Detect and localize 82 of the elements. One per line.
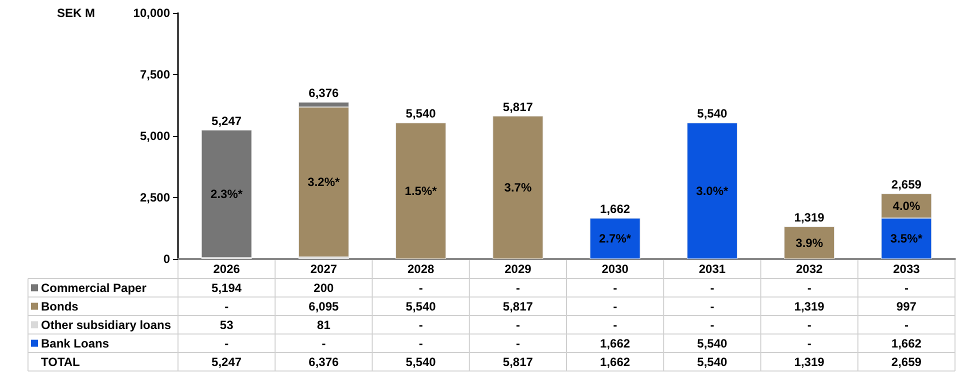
total-label: 1,319: [794, 210, 825, 225]
y-axis-title: SEK M: [57, 6, 96, 20]
x-tick-label: 2031: [698, 262, 726, 276]
text: 1,662: [600, 354, 630, 369]
y-tick-label: 5,000: [140, 129, 170, 143]
data-label: 200: [314, 280, 334, 295]
x-tick-label: 2030: [602, 262, 629, 276]
text: -: [516, 336, 520, 350]
x-tick-label: 2026: [213, 262, 240, 276]
y-tick-label: 10,000: [133, 6, 170, 20]
text: 2,659: [891, 354, 922, 369]
data-label: 997: [896, 299, 917, 314]
text: -: [322, 336, 326, 350]
text: -: [613, 318, 618, 332]
y-tick-label: 7,500: [140, 68, 170, 82]
y-tick-label: 0: [163, 252, 170, 266]
annotation: 1.5%*: [404, 184, 438, 198]
legend-label: Bonds: [41, 299, 79, 314]
annotation: 2.3%*: [210, 186, 243, 201]
text: -: [516, 280, 520, 295]
text: 6,376: [308, 354, 339, 369]
data-label: 5,194: [212, 280, 242, 295]
data-label: 5,540: [697, 336, 728, 350]
text: -: [904, 280, 908, 295]
text: 5,540: [406, 354, 436, 369]
bar: [201, 130, 252, 258]
annotation: 3.9%: [796, 236, 824, 250]
data-label: 1,662: [891, 336, 922, 350]
x-tick-label: 2033: [893, 262, 920, 276]
data-label: 6,095: [308, 299, 340, 314]
text: -: [613, 280, 618, 295]
total-label: 5,540: [697, 106, 728, 121]
bar: [686, 122, 738, 259]
annotation: 2.7%*: [599, 232, 632, 246]
annotation: 4.0%: [892, 198, 920, 213]
total-label: 1,662: [600, 202, 630, 216]
annotation: 3.7%: [504, 180, 532, 194]
text: -: [224, 299, 229, 314]
legend-label: Other subsidiary loans: [41, 318, 172, 332]
text: -: [710, 318, 714, 332]
bar: [784, 226, 835, 259]
total-label: 2,659: [891, 178, 922, 192]
text: 5,247: [212, 354, 242, 369]
data-label: 81: [317, 318, 331, 332]
data-label: 53: [220, 318, 234, 332]
text: -: [224, 336, 229, 350]
total-label: 5,540: [406, 106, 436, 121]
total-label: 5,247: [212, 114, 242, 128]
bar: [590, 218, 640, 259]
text: 5,817: [502, 354, 533, 369]
text: TOTAL: [41, 354, 80, 369]
text: 1,319: [794, 354, 824, 369]
bar: [492, 116, 544, 259]
text: -: [418, 318, 423, 332]
legend-label: Commercial Paper: [41, 280, 147, 295]
text: 5,540: [697, 354, 728, 369]
text: -: [418, 336, 423, 350]
x-tick-label: 2027: [310, 262, 338, 276]
annotation: 3.5%*: [890, 232, 923, 246]
text: -: [807, 336, 812, 350]
y-tick-label: 2,500: [140, 190, 170, 204]
text: -: [710, 299, 714, 314]
data-label: 1,662: [600, 336, 630, 350]
total-label: 5,817: [502, 100, 534, 114]
bar: [396, 122, 446, 259]
legend-label: Bank Loans: [41, 336, 110, 350]
x-tick-label: 2032: [796, 262, 823, 276]
text: -: [807, 280, 812, 295]
annotation: 3.2%*: [308, 175, 340, 190]
data-label: 1,319: [794, 299, 825, 314]
x-tick-label: 2029: [504, 262, 532, 276]
text: -: [418, 280, 423, 295]
text: -: [613, 299, 618, 314]
annotation: 3.0%*: [696, 184, 729, 198]
text: -: [904, 318, 908, 332]
text: -: [807, 318, 812, 332]
text: -: [516, 318, 520, 332]
data-label: 5,540: [406, 299, 436, 314]
total-label: 6,376: [308, 86, 340, 100]
x-tick-label: 2028: [407, 262, 434, 276]
data-label: 5,817: [502, 299, 534, 314]
text: -: [710, 280, 714, 295]
